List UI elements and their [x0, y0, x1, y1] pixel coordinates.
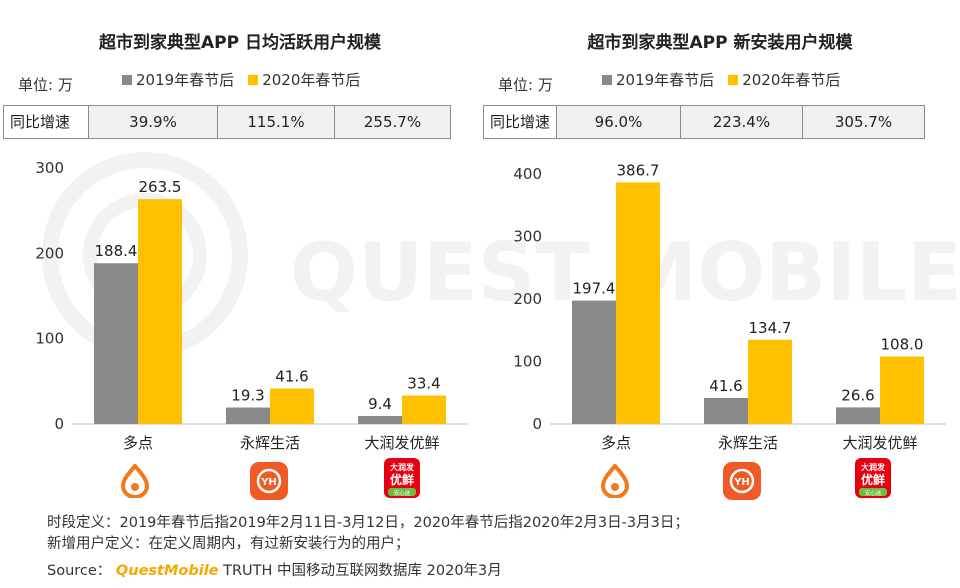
- yoy-header: 同比增速: [4, 106, 88, 138]
- left-legend: 2019年春节后 2020年春节后: [122, 69, 374, 90]
- darunfa-icon-top: 大润发: [390, 462, 415, 472]
- data-label: 41.6: [709, 377, 742, 395]
- category-label: 永辉生活: [240, 434, 300, 452]
- data-label: 197.4: [573, 280, 616, 298]
- bar-2020: [748, 339, 792, 424]
- bar-2020: [616, 182, 660, 424]
- yoy-header: 同比增速: [484, 106, 556, 138]
- right-yoy-table: 同比增速 96.0% 223.4% 305.7%: [483, 105, 925, 139]
- data-label: 33.4: [407, 374, 440, 392]
- y-tick-label: 100: [513, 353, 542, 371]
- left-chart-title: 超市到家典型APP 日均活跃用户规模: [99, 33, 381, 53]
- data-label: 108.0: [881, 336, 924, 354]
- darunfa-app-icon: 大润发 优鲜 安心送: [855, 458, 891, 498]
- category-label: 永辉生活: [718, 434, 778, 452]
- left-bar-chart: 0 100 200 300 188.4 263.5 多点 19.3 41.6 永辉生活 9.4 33.…: [35, 159, 468, 452]
- yoy-value-duodian: 39.9%: [88, 106, 217, 138]
- left-yoy-table: 同比增速 39.9% 115.1% 255.7%: [3, 105, 451, 139]
- category-label: 多点: [123, 434, 153, 452]
- legend-item-2019: 2019年春节后: [602, 69, 714, 90]
- data-label: 386.7: [617, 161, 660, 179]
- legend-label-2019: 2019年春节后: [136, 71, 235, 89]
- right-chart-panel: 超市到家典型APP 新安装用户规模 单位: 万 2019年春节后 2020年春节…: [480, 0, 960, 500]
- duodian-app-icon: [596, 462, 634, 500]
- data-label: 134.7: [749, 319, 792, 337]
- category-label: 大润发优鲜: [842, 434, 917, 452]
- yonghui-icon-text: YH: [260, 477, 277, 488]
- bar-2020: [880, 356, 924, 424]
- bar-2020: [270, 388, 314, 424]
- footer-period-definition: 时段定义：2019年春节后指2019年2月11日-3月12日，2020年春节后指…: [47, 515, 689, 531]
- data-label: 263.5: [139, 178, 182, 196]
- right-chart-title: 超市到家典型APP 新安装用户规模: [587, 33, 853, 53]
- darunfa-icon-bottom: 安心送: [394, 489, 411, 497]
- y-tick-label: 300: [513, 228, 542, 246]
- bar-2019: [704, 398, 748, 424]
- yonghui-app-icon: YH: [250, 462, 288, 500]
- legend-item-2020: 2020年春节后: [728, 69, 840, 90]
- data-label: 19.3: [231, 387, 264, 405]
- legend-label-2019: 2019年春节后: [616, 71, 715, 89]
- legend-label-2020: 2020年春节后: [262, 71, 361, 89]
- yoy-value-yonghui: 223.4%: [680, 106, 802, 138]
- bar-2019: [226, 407, 270, 424]
- y-tick-label: 0: [54, 415, 64, 433]
- yoy-value-darunfa: 305.7%: [802, 106, 924, 138]
- right-unit-label: 单位: 万: [498, 76, 553, 94]
- y-tick-label: 0: [532, 415, 542, 433]
- footer-new-user-definition: 新增用户定义：在定义周期内，有过新安装行为的用户；: [47, 536, 410, 552]
- bar-2019: [572, 300, 616, 424]
- y-tick-label: 200: [35, 244, 64, 262]
- category-label: 多点: [601, 434, 631, 452]
- bar-2020: [402, 395, 446, 424]
- data-label: 188.4: [95, 242, 138, 260]
- data-label: 9.4: [368, 395, 392, 413]
- darunfa-app-icon: 大润发 优鲜 安心送: [384, 458, 420, 498]
- legend-swatch-2020: [728, 74, 739, 85]
- darunfa-icon-top: 大润发: [861, 462, 886, 472]
- source-rest: TRUTH 中国移动互联网数据库 2020年3月: [223, 563, 502, 579]
- y-tick-label: 300: [35, 159, 64, 177]
- bar-2020: [138, 199, 182, 424]
- y-tick-label: 200: [513, 290, 542, 308]
- darunfa-icon-mid: 优鲜: [861, 472, 885, 487]
- darunfa-icon-mid: 优鲜: [390, 472, 414, 487]
- legend-item-2019: 2019年春节后: [122, 69, 234, 90]
- category-label: 大润发优鲜: [364, 434, 439, 452]
- legend-label-2020: 2020年春节后: [742, 71, 841, 89]
- right-legend: 2019年春节后 2020年春节后: [602, 69, 854, 90]
- left-chart-panel: 超市到家典型APP 日均活跃用户规模 单位: 万 2019年春节后 2020年春…: [0, 0, 480, 500]
- yonghui-icon-text: YH: [733, 477, 750, 488]
- source-prefix: Source：: [47, 563, 112, 579]
- legend-swatch-2020: [248, 74, 259, 85]
- yoy-value-duodian: 96.0%: [556, 106, 680, 138]
- y-tick-label: 100: [35, 330, 64, 348]
- source-brand: QuestMobile: [115, 563, 219, 579]
- yoy-value-yonghui: 115.1%: [217, 106, 334, 138]
- legend-swatch-2019: [122, 74, 132, 85]
- bar-2019: [94, 263, 138, 424]
- legend-item-2020: 2020年春节后: [248, 69, 360, 90]
- duodian-app-icon: [116, 462, 154, 500]
- bar-2019: [836, 407, 880, 424]
- darunfa-icon-bottom: 安心送: [865, 489, 882, 497]
- legend-swatch-2019: [602, 74, 612, 85]
- yonghui-app-icon: YH: [723, 462, 761, 500]
- footer-source: Source： QuestMobile TRUTH 中国移动互联网数据库 202…: [47, 559, 502, 580]
- left-unit-label: 单位: 万: [18, 76, 73, 94]
- data-label: 41.6: [275, 368, 308, 386]
- yoy-value-darunfa: 255.7%: [334, 106, 450, 138]
- bar-2019: [358, 415, 402, 424]
- data-label: 26.6: [841, 386, 874, 404]
- y-tick-label: 400: [513, 165, 542, 183]
- right-bar-chart: 0 100 200 300 400 197.4 386.7 多点 41.6 134.7 永辉生活 26…: [513, 161, 946, 452]
